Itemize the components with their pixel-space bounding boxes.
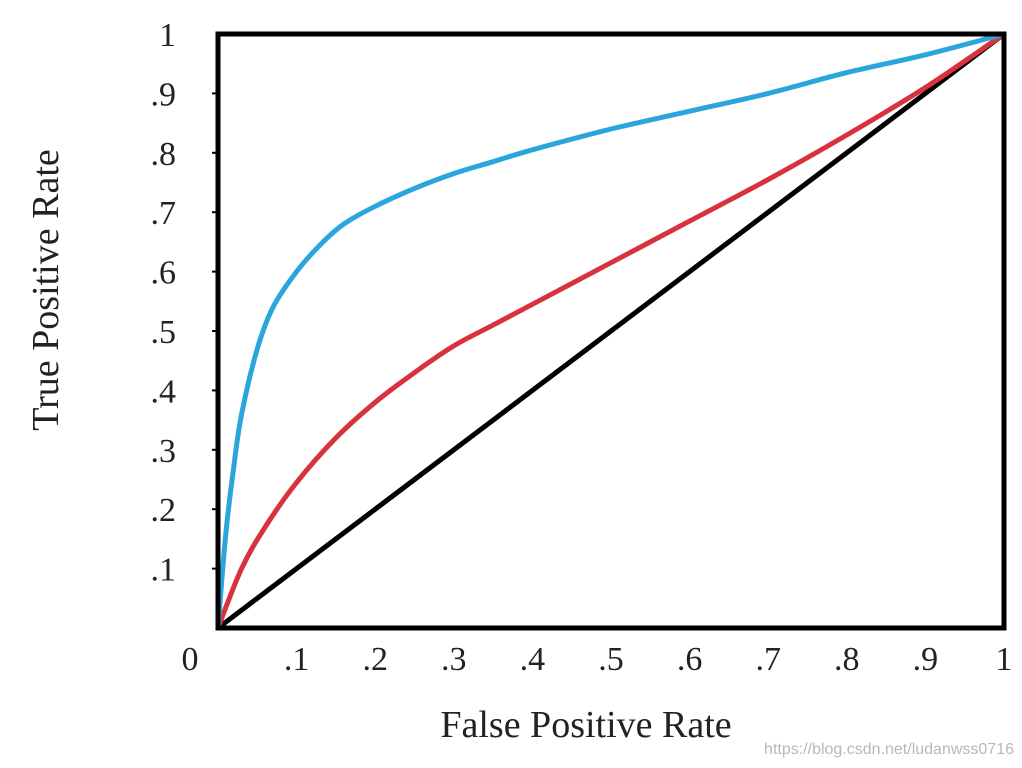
x-tick-label: .8 [834, 641, 860, 678]
y-tick-label: .7 [151, 195, 177, 232]
y-tick-label: .2 [151, 492, 177, 529]
x-tick-label: .6 [677, 641, 703, 678]
y-axis-tick-labels: .1 .2 .3 .4 .5 .6 .7 .8 .9 1 [151, 17, 216, 589]
x-tick-label: .9 [913, 641, 939, 678]
series-line-0 [215, 31, 1007, 631]
y-tick-label: .6 [151, 255, 177, 292]
watermark: https://blog.csdn.net/ludanwss0716 [764, 741, 1014, 758]
x-tick-label: .5 [598, 641, 624, 678]
x-tick-label: .2 [362, 641, 388, 678]
plot-frame [215, 31, 1007, 631]
y-tick-label: .1 [151, 552, 177, 589]
x-tick-label: 0 [182, 641, 199, 678]
x-axis-tick-labels: 0 .1 .2 .3 .4 .5 .6 .7 .8 .9 1 [182, 641, 1013, 678]
x-axis-label: False Positive Rate [440, 704, 731, 746]
y-tick-label: .5 [151, 314, 177, 351]
x-tick-label: .1 [284, 641, 310, 678]
x-tick-label: .3 [441, 641, 467, 678]
series-lines [215, 31, 1007, 631]
y-tick-label: .9 [151, 76, 177, 113]
series-line-2 [215, 31, 1007, 631]
y-tick-label: 1 [159, 17, 176, 54]
x-tick-label: .7 [755, 641, 781, 678]
x-tick-label: .4 [520, 641, 546, 678]
y-axis-label: True Positive Rate [25, 149, 67, 431]
y-tick-label: .8 [151, 136, 177, 173]
series-line-1 [215, 31, 1007, 631]
y-tick-label: .3 [151, 433, 177, 470]
y-tick-label: .4 [151, 373, 177, 410]
x-tick-label: 1 [996, 641, 1013, 678]
